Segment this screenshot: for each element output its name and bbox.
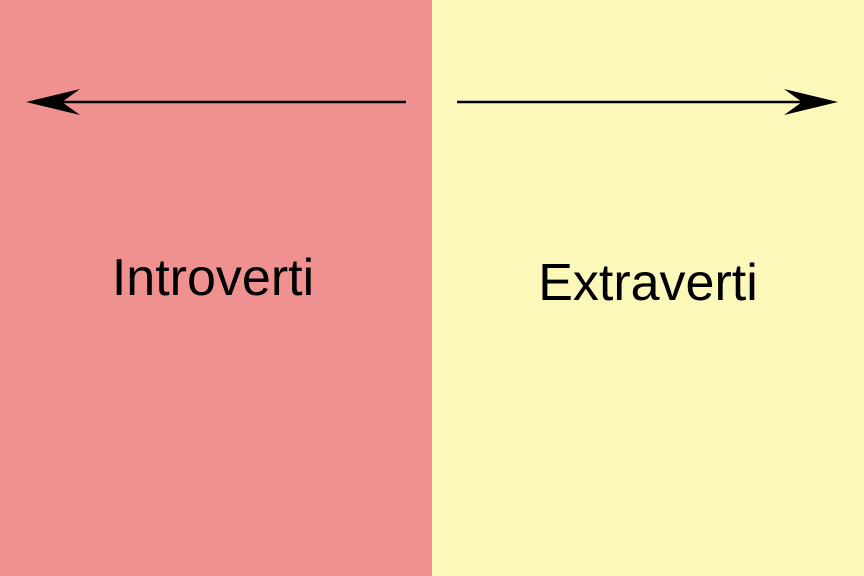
right-arrow-icon xyxy=(457,89,838,115)
extravert-panel: Extraverti xyxy=(432,0,864,576)
introvert-panel: Introverti xyxy=(0,0,432,576)
left-arrow-icon xyxy=(26,89,406,115)
introvert-label: Introverti xyxy=(111,249,315,307)
extravert-label: Extraverti xyxy=(538,254,758,312)
